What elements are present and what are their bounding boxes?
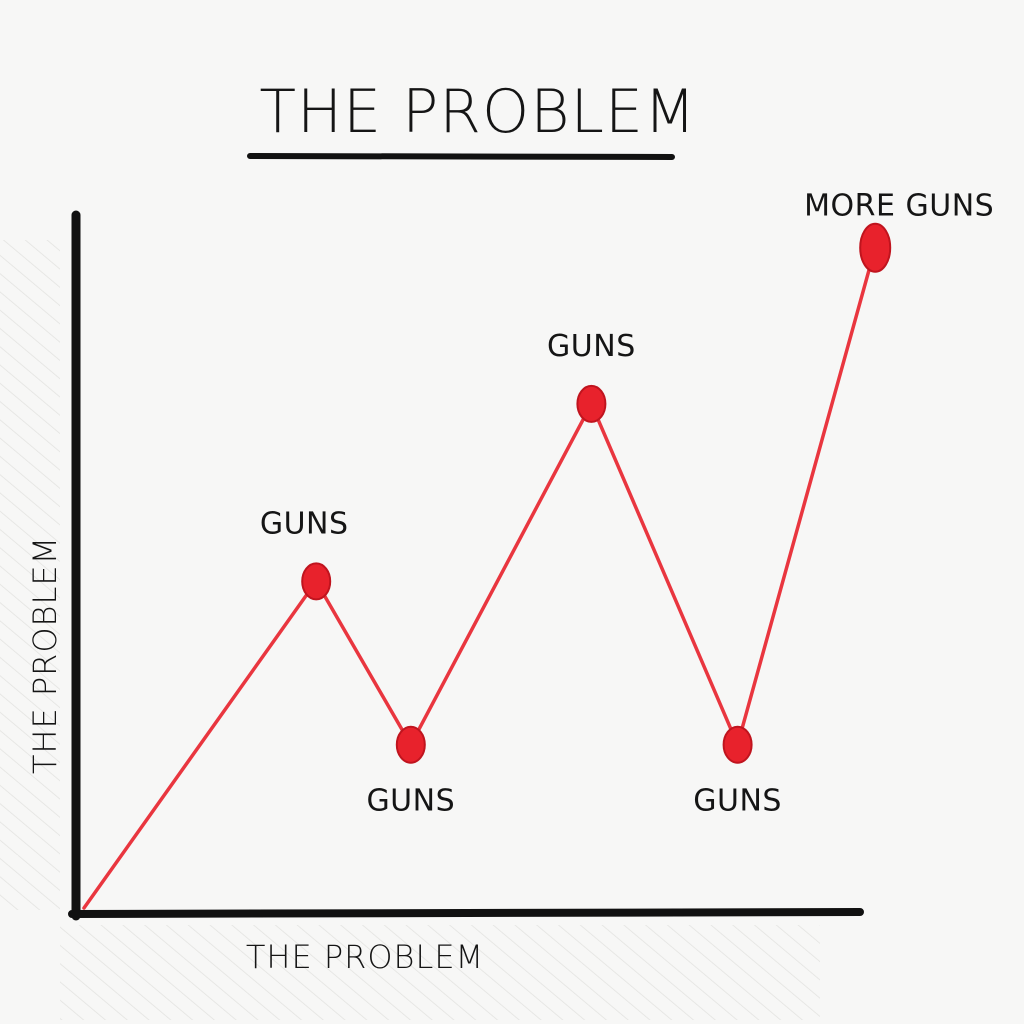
data-point <box>722 725 753 764</box>
point-label: GUNS <box>260 506 349 541</box>
series-line-segment <box>314 579 413 747</box>
series-line-segment <box>409 402 594 747</box>
data-point <box>576 384 607 423</box>
point-label: GUNS <box>366 784 455 819</box>
x-axis-label: THE PROBLEM <box>246 938 484 976</box>
x-axis <box>68 908 864 918</box>
data-points <box>301 222 892 764</box>
data-point <box>301 562 332 601</box>
series-line-layer <box>82 245 877 910</box>
point-label: GUNS <box>693 784 782 819</box>
hatch-left <box>0 240 60 910</box>
y-axis-label: THE PROBLEM <box>26 536 64 774</box>
hatch-bottom <box>60 925 820 1020</box>
title-underline <box>247 153 675 160</box>
series-line-segment <box>589 402 740 747</box>
chart-title: THE PROBLEM <box>259 77 696 147</box>
point-label: GUNS <box>547 329 636 364</box>
point-labels: GUNS GUNS GUNS GUNS MORE GUNS <box>260 189 994 819</box>
data-point <box>859 222 892 273</box>
data-point <box>395 725 426 764</box>
series-line-segment <box>82 579 318 910</box>
series-line-segment <box>735 245 877 747</box>
point-label: MORE GUNS <box>804 189 994 224</box>
